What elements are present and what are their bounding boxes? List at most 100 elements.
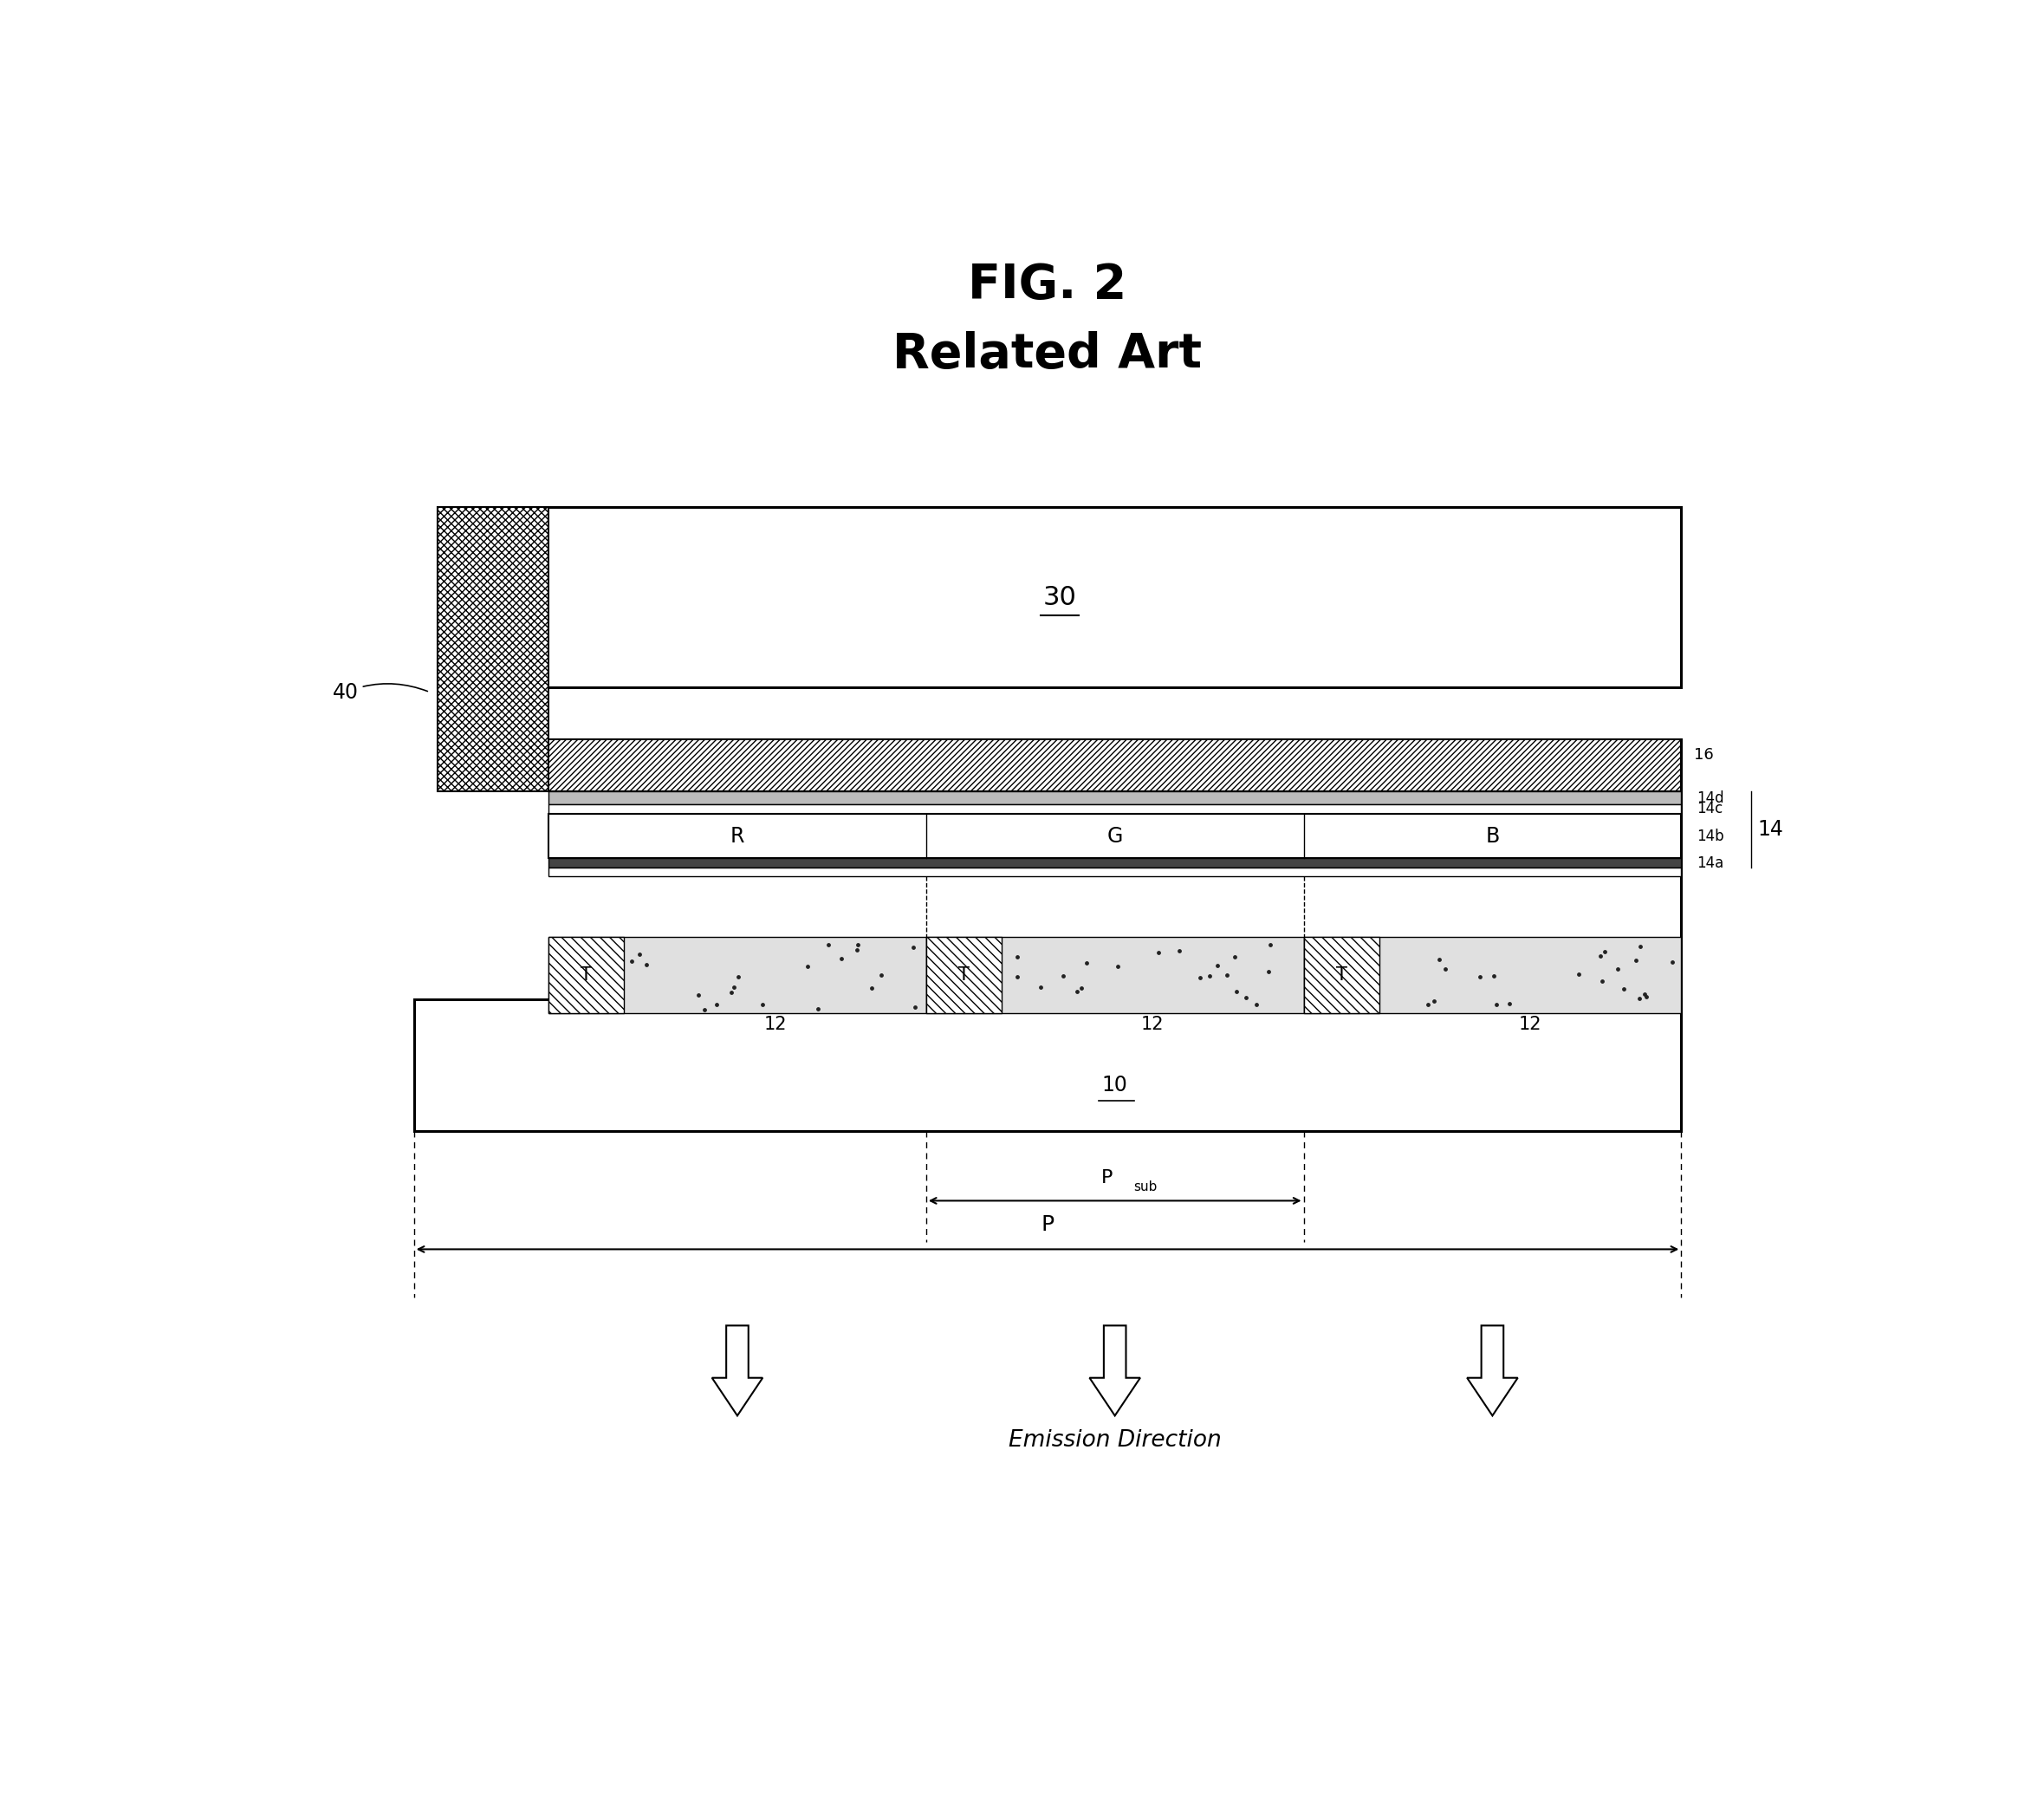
- Bar: [1304, 937, 1680, 1014]
- Point: [1061, 976, 1094, 1005]
- Point: [1210, 960, 1243, 989]
- Point: [840, 935, 873, 964]
- Point: [1584, 942, 1617, 971]
- Point: [1419, 987, 1451, 1016]
- Point: [1631, 983, 1664, 1012]
- Point: [1255, 931, 1288, 960]
- Text: 30: 30: [1042, 585, 1077, 611]
- Text: 12: 12: [1519, 1016, 1541, 1034]
- Point: [1586, 967, 1619, 996]
- Point: [1480, 991, 1513, 1019]
- Point: [1478, 962, 1511, 991]
- Point: [1102, 953, 1134, 982]
- Bar: [548, 803, 1680, 814]
- Point: [1656, 947, 1688, 976]
- Text: 14c: 14c: [1697, 801, 1723, 818]
- Text: P: P: [1102, 1169, 1112, 1187]
- Bar: [926, 937, 1002, 1014]
- Point: [1423, 946, 1455, 974]
- Point: [1230, 983, 1263, 1012]
- Bar: [548, 868, 1680, 877]
- Text: 12: 12: [764, 1016, 787, 1034]
- Point: [897, 933, 930, 962]
- Point: [1600, 955, 1633, 983]
- Point: [683, 980, 715, 1009]
- Text: P: P: [1040, 1214, 1055, 1235]
- Point: [1002, 942, 1034, 971]
- Point: [1071, 949, 1104, 978]
- Bar: [548, 859, 1680, 868]
- Bar: [437, 508, 548, 792]
- Point: [1143, 938, 1175, 967]
- Point: [1588, 937, 1621, 965]
- Bar: [548, 792, 1680, 803]
- Point: [623, 940, 656, 969]
- Text: G: G: [1108, 825, 1122, 846]
- Bar: [437, 508, 1680, 688]
- Point: [1163, 937, 1196, 965]
- Bar: [548, 937, 926, 1014]
- Point: [615, 947, 648, 976]
- Point: [701, 991, 734, 1019]
- Point: [811, 929, 844, 958]
- Point: [1492, 989, 1525, 1018]
- Point: [899, 992, 932, 1021]
- Text: sub: sub: [1134, 1181, 1157, 1194]
- Point: [717, 973, 750, 1001]
- Text: T: T: [959, 967, 969, 983]
- Point: [1562, 960, 1594, 989]
- Point: [1002, 962, 1034, 991]
- Point: [1607, 974, 1639, 1003]
- Text: 10: 10: [1102, 1075, 1128, 1095]
- Text: 14d: 14d: [1697, 791, 1725, 805]
- Text: T: T: [580, 967, 593, 983]
- Point: [1065, 974, 1098, 1003]
- Point: [791, 953, 824, 982]
- FancyArrow shape: [1468, 1326, 1519, 1416]
- Text: 40: 40: [333, 683, 427, 702]
- Bar: [548, 814, 1680, 859]
- Point: [1218, 942, 1251, 971]
- Point: [1047, 962, 1079, 991]
- Point: [842, 931, 875, 960]
- Text: R: R: [730, 825, 744, 846]
- Point: [1194, 962, 1226, 991]
- Point: [1629, 980, 1662, 1009]
- Point: [689, 994, 722, 1023]
- Point: [1623, 983, 1656, 1012]
- Point: [715, 978, 748, 1007]
- Point: [1202, 951, 1235, 980]
- Text: Related Art: Related Art: [893, 331, 1202, 378]
- Point: [801, 994, 834, 1023]
- Text: B: B: [1486, 825, 1500, 846]
- Point: [1024, 973, 1057, 1001]
- Text: FIG. 2: FIG. 2: [969, 263, 1126, 308]
- Point: [854, 973, 887, 1001]
- Point: [722, 962, 754, 991]
- FancyArrow shape: [711, 1326, 762, 1416]
- Point: [630, 951, 662, 980]
- Text: T: T: [1337, 967, 1347, 983]
- Bar: [926, 937, 1304, 1014]
- Point: [1464, 962, 1496, 991]
- FancyArrow shape: [1089, 1326, 1141, 1416]
- Text: 16: 16: [1694, 747, 1713, 762]
- Point: [746, 991, 779, 1019]
- Text: 12: 12: [1141, 1016, 1165, 1034]
- Text: 14a: 14a: [1697, 855, 1723, 872]
- Text: 14: 14: [1758, 819, 1782, 839]
- Point: [826, 944, 858, 973]
- Point: [1429, 955, 1461, 983]
- Bar: [548, 937, 623, 1014]
- Point: [1220, 976, 1253, 1005]
- Point: [1623, 931, 1656, 960]
- Text: 14b: 14b: [1697, 828, 1725, 845]
- Point: [1241, 991, 1273, 1019]
- Point: [1621, 946, 1654, 974]
- Point: [1183, 964, 1216, 992]
- Point: [1412, 991, 1445, 1019]
- Text: Emission Direction: Emission Direction: [1008, 1430, 1222, 1452]
- Bar: [413, 1000, 1680, 1131]
- Bar: [548, 738, 1680, 792]
- Point: [865, 960, 897, 989]
